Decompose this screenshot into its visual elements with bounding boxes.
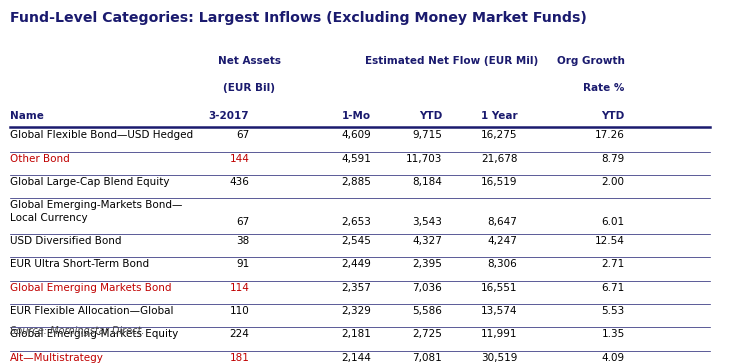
Text: Org Growth: Org Growth xyxy=(556,56,625,66)
Text: 2,653: 2,653 xyxy=(341,217,371,227)
Text: 4,327: 4,327 xyxy=(413,236,443,246)
Text: 224: 224 xyxy=(230,329,250,339)
Text: 2,395: 2,395 xyxy=(413,260,443,269)
Text: 114: 114 xyxy=(230,283,250,293)
Text: 67: 67 xyxy=(236,130,250,141)
Text: 38: 38 xyxy=(236,236,250,246)
Text: 12.54: 12.54 xyxy=(595,236,625,246)
Text: Source: Morningstar Direct.: Source: Morningstar Direct. xyxy=(10,327,145,336)
Text: EUR Ultra Short-Term Bond: EUR Ultra Short-Term Bond xyxy=(10,260,149,269)
Text: Estimated Net Flow (EUR Mil): Estimated Net Flow (EUR Mil) xyxy=(365,56,538,66)
Text: 144: 144 xyxy=(230,154,250,164)
Text: Fund-Level Categories: Largest Inflows (Excluding Money Market Funds): Fund-Level Categories: Largest Inflows (… xyxy=(10,11,586,25)
Text: 2,449: 2,449 xyxy=(341,260,371,269)
Text: 2,144: 2,144 xyxy=(341,353,371,363)
Text: 13,574: 13,574 xyxy=(481,306,517,316)
Text: 2,357: 2,357 xyxy=(341,283,371,293)
Text: 3,543: 3,543 xyxy=(413,217,443,227)
Text: Global Flexible Bond—USD Hedged: Global Flexible Bond—USD Hedged xyxy=(10,130,193,141)
Text: Global Large-Cap Blend Equity: Global Large-Cap Blend Equity xyxy=(10,177,170,187)
Text: Name: Name xyxy=(10,111,44,120)
Text: 4,591: 4,591 xyxy=(341,154,371,164)
Text: 91: 91 xyxy=(236,260,250,269)
Text: 2.71: 2.71 xyxy=(601,260,625,269)
Text: 16,275: 16,275 xyxy=(481,130,517,141)
Text: 5,586: 5,586 xyxy=(413,306,443,316)
Text: Alt—Multistrategy: Alt—Multistrategy xyxy=(10,353,103,363)
Text: 30,519: 30,519 xyxy=(481,353,517,363)
Text: 436: 436 xyxy=(230,177,250,187)
Text: 2,725: 2,725 xyxy=(413,329,443,339)
Text: 3-2017: 3-2017 xyxy=(208,111,250,120)
Text: 2.00: 2.00 xyxy=(602,177,625,187)
Text: Rate %: Rate % xyxy=(584,83,625,92)
Text: 11,991: 11,991 xyxy=(481,329,517,339)
Text: 11,703: 11,703 xyxy=(406,154,443,164)
Text: 1 Year: 1 Year xyxy=(481,111,517,120)
Text: 6.01: 6.01 xyxy=(601,217,625,227)
Text: 9,715: 9,715 xyxy=(413,130,443,141)
Text: 4,247: 4,247 xyxy=(487,236,517,246)
Text: 2,545: 2,545 xyxy=(341,236,371,246)
Text: 21,678: 21,678 xyxy=(481,154,517,164)
Text: 181: 181 xyxy=(230,353,250,363)
Text: 110: 110 xyxy=(230,306,250,316)
Text: EUR Flexible Allocation—Global: EUR Flexible Allocation—Global xyxy=(10,306,173,316)
Text: Net Assets: Net Assets xyxy=(218,56,281,66)
Text: 1-Mo: 1-Mo xyxy=(342,111,371,120)
Text: 2,329: 2,329 xyxy=(341,306,371,316)
Text: 6.71: 6.71 xyxy=(601,283,625,293)
Text: 8,647: 8,647 xyxy=(487,217,517,227)
Text: Global Emerging-Markets Equity: Global Emerging-Markets Equity xyxy=(10,329,178,339)
Text: 17.26: 17.26 xyxy=(595,130,625,141)
Text: 2,181: 2,181 xyxy=(341,329,371,339)
Text: 4.09: 4.09 xyxy=(601,353,625,363)
Text: Global Emerging Markets Bond: Global Emerging Markets Bond xyxy=(10,283,172,293)
Text: 16,551: 16,551 xyxy=(481,283,517,293)
Text: 5.53: 5.53 xyxy=(601,306,625,316)
Text: 67: 67 xyxy=(236,217,250,227)
Text: YTD: YTD xyxy=(601,111,625,120)
Text: Other Bond: Other Bond xyxy=(10,154,70,164)
Text: 8,184: 8,184 xyxy=(413,177,443,187)
Text: 7,081: 7,081 xyxy=(413,353,443,363)
Text: 1.35: 1.35 xyxy=(601,329,625,339)
Text: USD Diversified Bond: USD Diversified Bond xyxy=(10,236,121,246)
Text: 8,306: 8,306 xyxy=(487,260,517,269)
Text: (EUR Bil): (EUR Bil) xyxy=(223,83,275,92)
Text: Global Emerging-Markets Bond—
Local Currency: Global Emerging-Markets Bond— Local Curr… xyxy=(10,200,182,223)
Text: 4,609: 4,609 xyxy=(341,130,371,141)
Text: 7,036: 7,036 xyxy=(413,283,443,293)
Text: 2,885: 2,885 xyxy=(341,177,371,187)
Text: YTD: YTD xyxy=(419,111,443,120)
Text: 8.79: 8.79 xyxy=(601,154,625,164)
Text: 16,519: 16,519 xyxy=(481,177,517,187)
